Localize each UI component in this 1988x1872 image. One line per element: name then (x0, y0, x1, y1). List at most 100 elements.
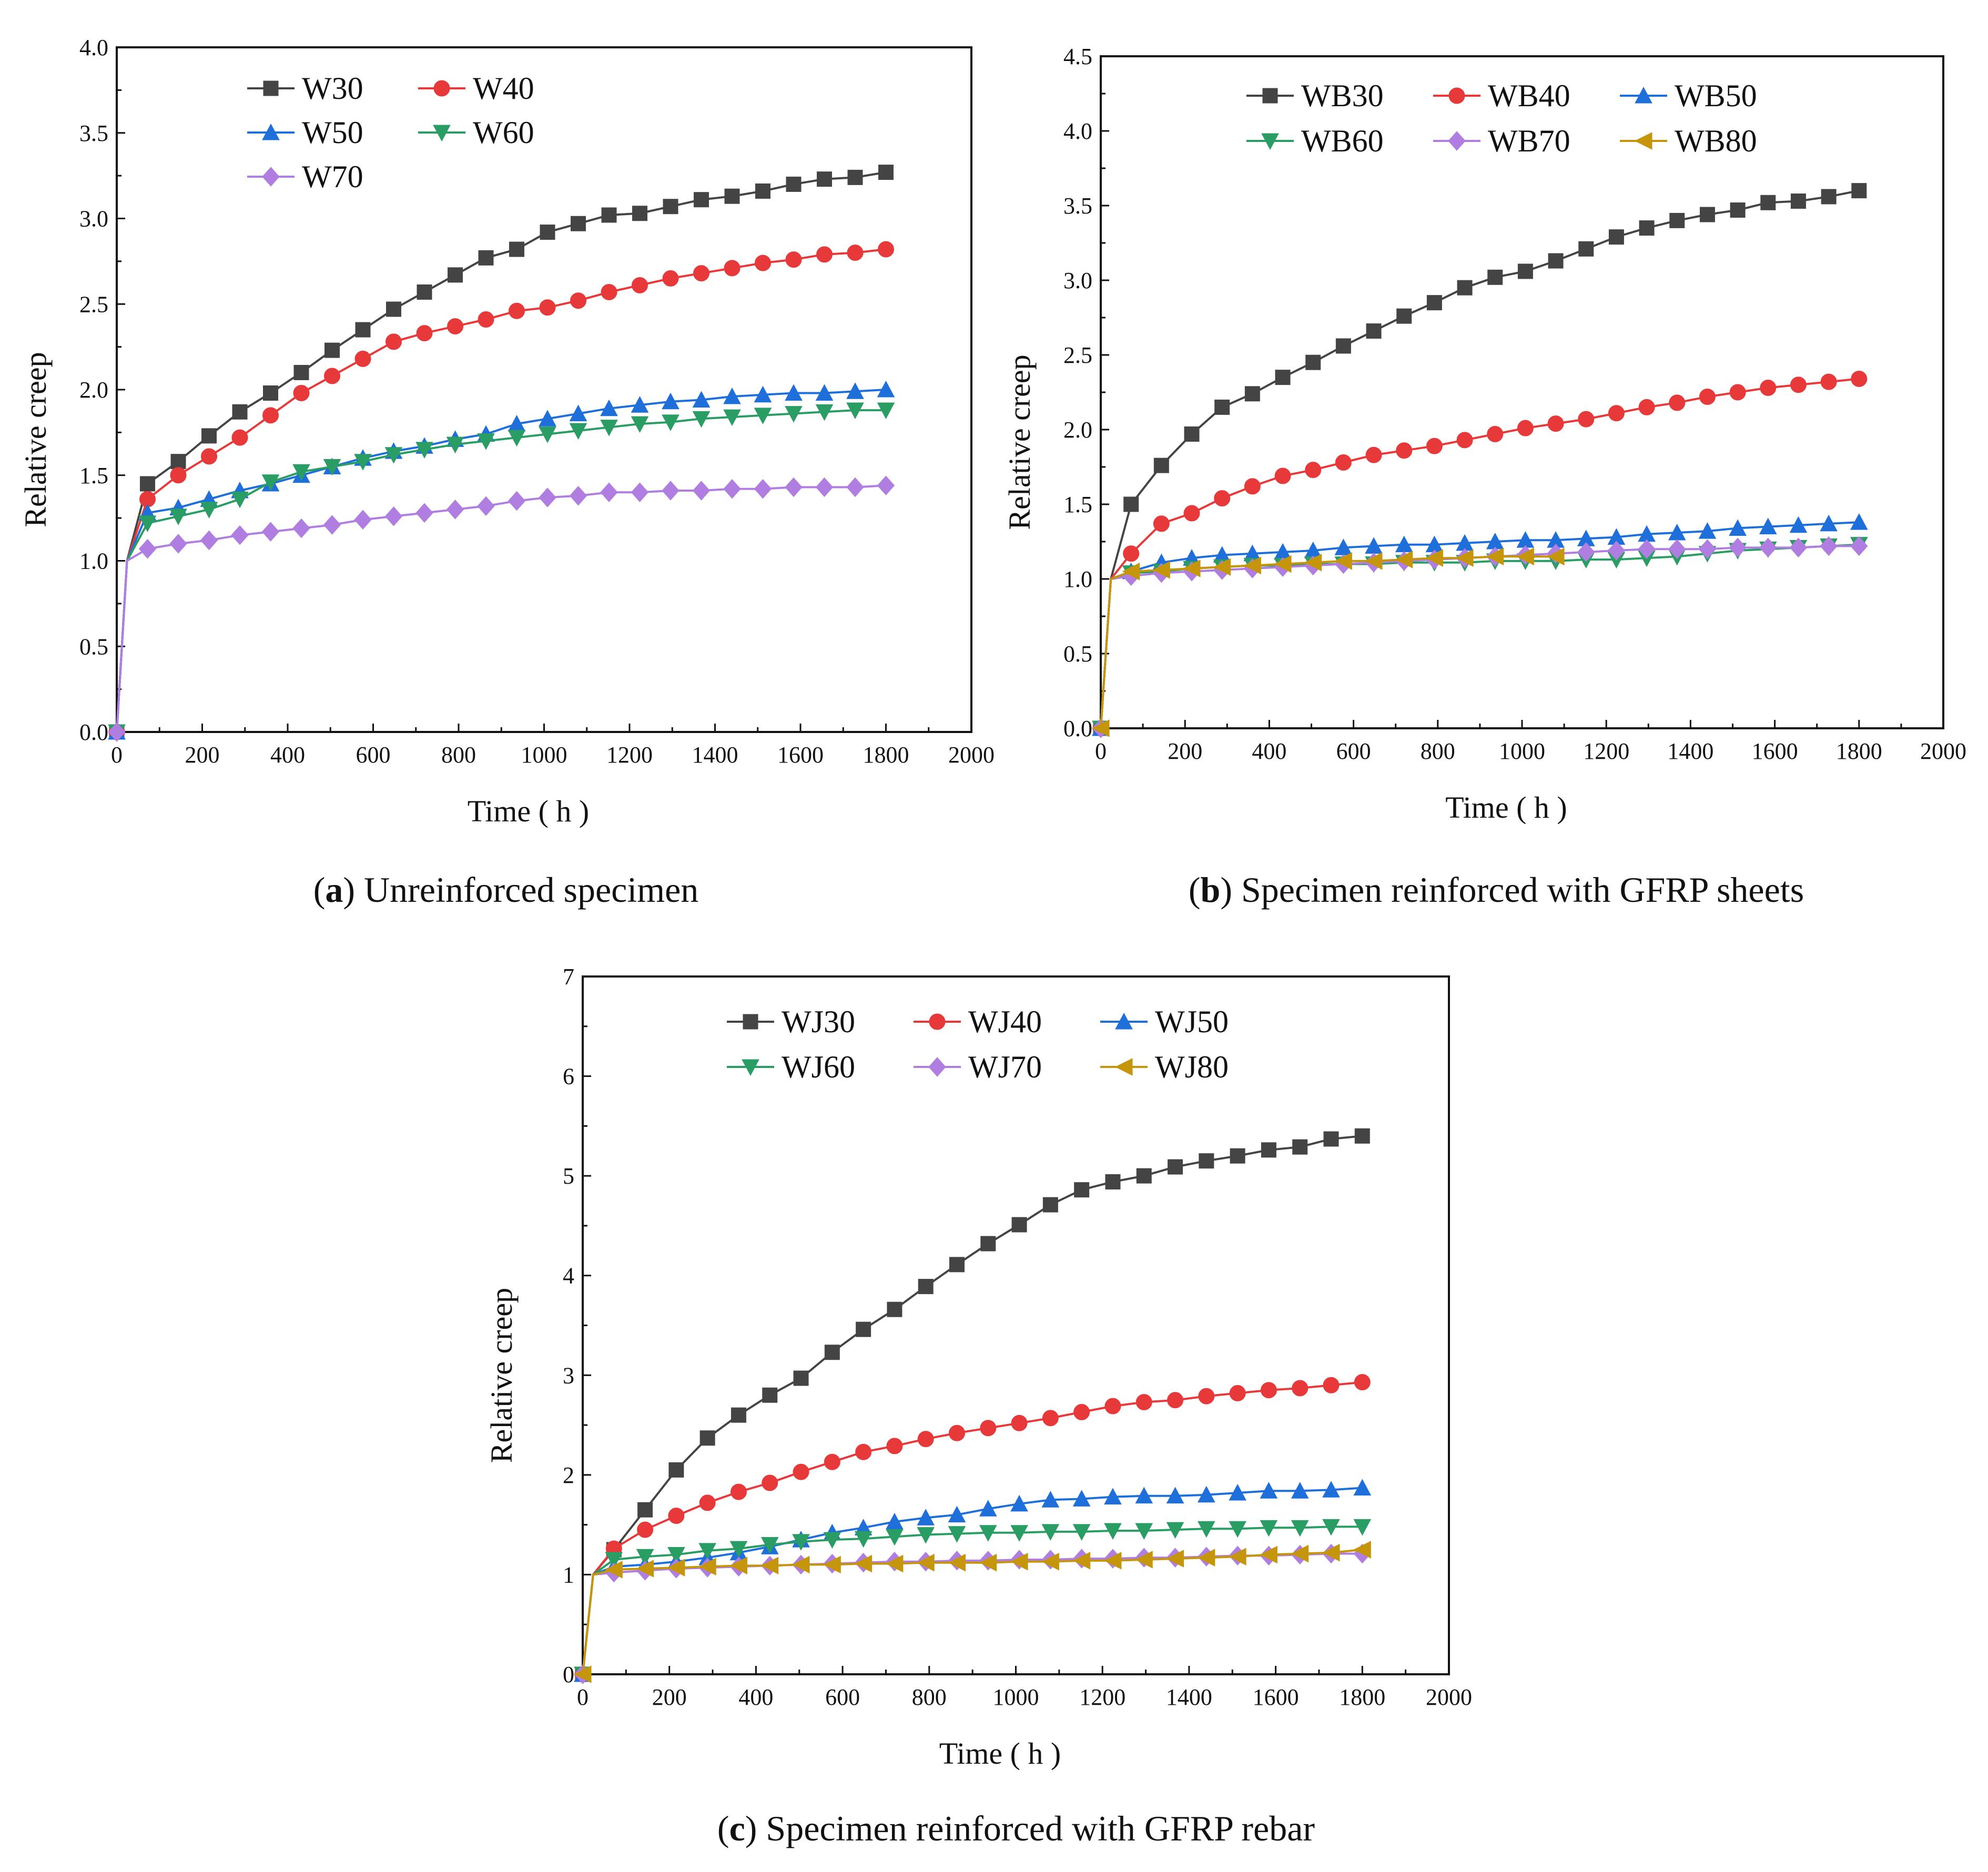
data-point-WJ40 (1073, 1403, 1090, 1420)
legend-marker-WB40 (1448, 87, 1465, 104)
data-point-WJ40 (1104, 1398, 1121, 1415)
data-point-WB30 (1305, 354, 1321, 370)
data-point-WJ30 (1074, 1182, 1090, 1198)
data-point-W70 (108, 722, 126, 742)
data-point-W50 (539, 410, 556, 426)
data-point-WB30 (1608, 229, 1624, 245)
data-point-W50 (600, 399, 618, 416)
data-point-WJ50 (1260, 1482, 1278, 1499)
y-tick-label: 3.5 (1063, 193, 1092, 219)
caption-paren-open: ( (717, 1808, 729, 1848)
data-point-W60 (877, 402, 895, 420)
data-point-WJ80 (792, 1555, 810, 1574)
data-point-W70 (662, 481, 679, 501)
x-tick-label: 1200 (1583, 738, 1629, 764)
data-point-W70 (261, 522, 280, 542)
data-point-WJ60 (886, 1529, 904, 1546)
data-point-WJ30 (887, 1301, 902, 1317)
y-tick-label: 4.0 (1063, 118, 1092, 144)
x-axis-label: Time ( h ) (468, 794, 590, 828)
data-point-WJ30 (1230, 1148, 1245, 1164)
x-tick-label: 1400 (1166, 1684, 1212, 1710)
x-tick-label: 0 (577, 1684, 589, 1710)
series-WJ80 (573, 1541, 1371, 1683)
data-point-WJ60 (917, 1527, 935, 1544)
data-point-WJ30 (731, 1407, 746, 1423)
data-point-W70 (877, 475, 895, 496)
legend-label-WJ30: WJ30 (782, 1004, 855, 1039)
data-point-WJ50 (1010, 1494, 1028, 1512)
data-point-WJ40 (1167, 1392, 1184, 1409)
data-point-WB30 (1275, 370, 1291, 385)
legend-label-WB50: WB50 (1675, 78, 1757, 113)
data-point-W60 (231, 491, 249, 508)
data-point-WB80 (1516, 547, 1534, 566)
data-point-WJ60 (1010, 1525, 1028, 1542)
data-point-W60 (539, 426, 556, 443)
x-tick-label: 1600 (1752, 738, 1798, 764)
data-point-WB40 (1669, 394, 1686, 411)
data-point-WB30 (1457, 280, 1473, 296)
data-point-W70 (200, 530, 218, 551)
data-point-W30 (232, 404, 248, 420)
data-point-W60 (785, 406, 803, 423)
data-point-WJ40 (762, 1474, 778, 1491)
data-point-W70 (477, 496, 495, 516)
data-point-WJ30 (1042, 1197, 1058, 1213)
data-point-WJ40 (1229, 1385, 1246, 1401)
data-point-WB70 (1759, 537, 1777, 558)
y-tick-label: 3.5 (79, 120, 108, 146)
data-point-WB30 (1790, 193, 1806, 209)
y-axis-label: Relative creep (484, 1288, 519, 1463)
data-point-W40 (662, 270, 679, 287)
data-point-W30 (324, 342, 340, 358)
x-tick-label: 1200 (1079, 1684, 1125, 1710)
data-point-W70 (754, 479, 772, 499)
legend: W30 W40 W50 W60 W70 (247, 71, 534, 194)
data-point-W50 (754, 385, 772, 403)
data-point-WJ40 (917, 1431, 934, 1448)
data-point-WJ60 (1198, 1521, 1215, 1538)
data-point-W50 (723, 387, 741, 404)
legend-marker-WJ50 (1115, 1012, 1133, 1030)
y-tick-label: 3.0 (1063, 268, 1092, 293)
data-point-W40 (632, 277, 648, 293)
y-tick-label: 7 (563, 964, 574, 990)
data-point-WJ30 (949, 1257, 965, 1273)
data-point-WJ30 (918, 1279, 934, 1295)
series-W70 (108, 475, 895, 742)
data-point-WJ40 (886, 1438, 903, 1454)
data-point-WB80 (1152, 561, 1170, 579)
y-tick-label: 0.0 (1063, 716, 1092, 741)
data-point-WJ80 (1166, 1550, 1184, 1568)
data-point-WJ30 (793, 1370, 809, 1386)
data-point-W70 (231, 525, 249, 545)
caption-b: (b) Specimen reinforced with GFRP sheets (1189, 870, 1804, 910)
data-point-WJ60 (1291, 1520, 1309, 1537)
legend-label-WB80: WB80 (1675, 124, 1757, 158)
data-point-W30 (540, 225, 555, 240)
data-point-WJ50 (1104, 1488, 1122, 1505)
data-point-WB40 (1305, 462, 1322, 479)
x-tick-label: 800 (912, 1684, 947, 1710)
data-point-WB70 (1607, 541, 1626, 561)
data-point-W30 (478, 250, 494, 266)
data-point-W40 (878, 241, 894, 258)
y-tick-label: 4.5 (1063, 44, 1092, 69)
y-tick-label: 2 (563, 1462, 574, 1488)
data-point-WJ80 (1260, 1545, 1277, 1564)
data-point-W40 (755, 255, 771, 271)
x-tick-label: 1000 (993, 1684, 1039, 1710)
data-point-WB30 (1244, 386, 1260, 402)
data-point-WJ50 (1135, 1487, 1153, 1504)
data-point-W40 (785, 251, 802, 268)
data-point-W40 (386, 333, 402, 350)
data-point-WJ40 (1292, 1380, 1309, 1397)
data-point-W70 (692, 481, 711, 501)
caption-letter: b (1201, 870, 1221, 910)
data-point-WJ60 (1260, 1520, 1278, 1537)
data-point-WJ40 (1323, 1377, 1340, 1393)
legend-label-WJ40: WJ40 (968, 1004, 1042, 1039)
y-tick-label: 2.5 (79, 291, 108, 317)
data-point-W40 (262, 407, 279, 424)
